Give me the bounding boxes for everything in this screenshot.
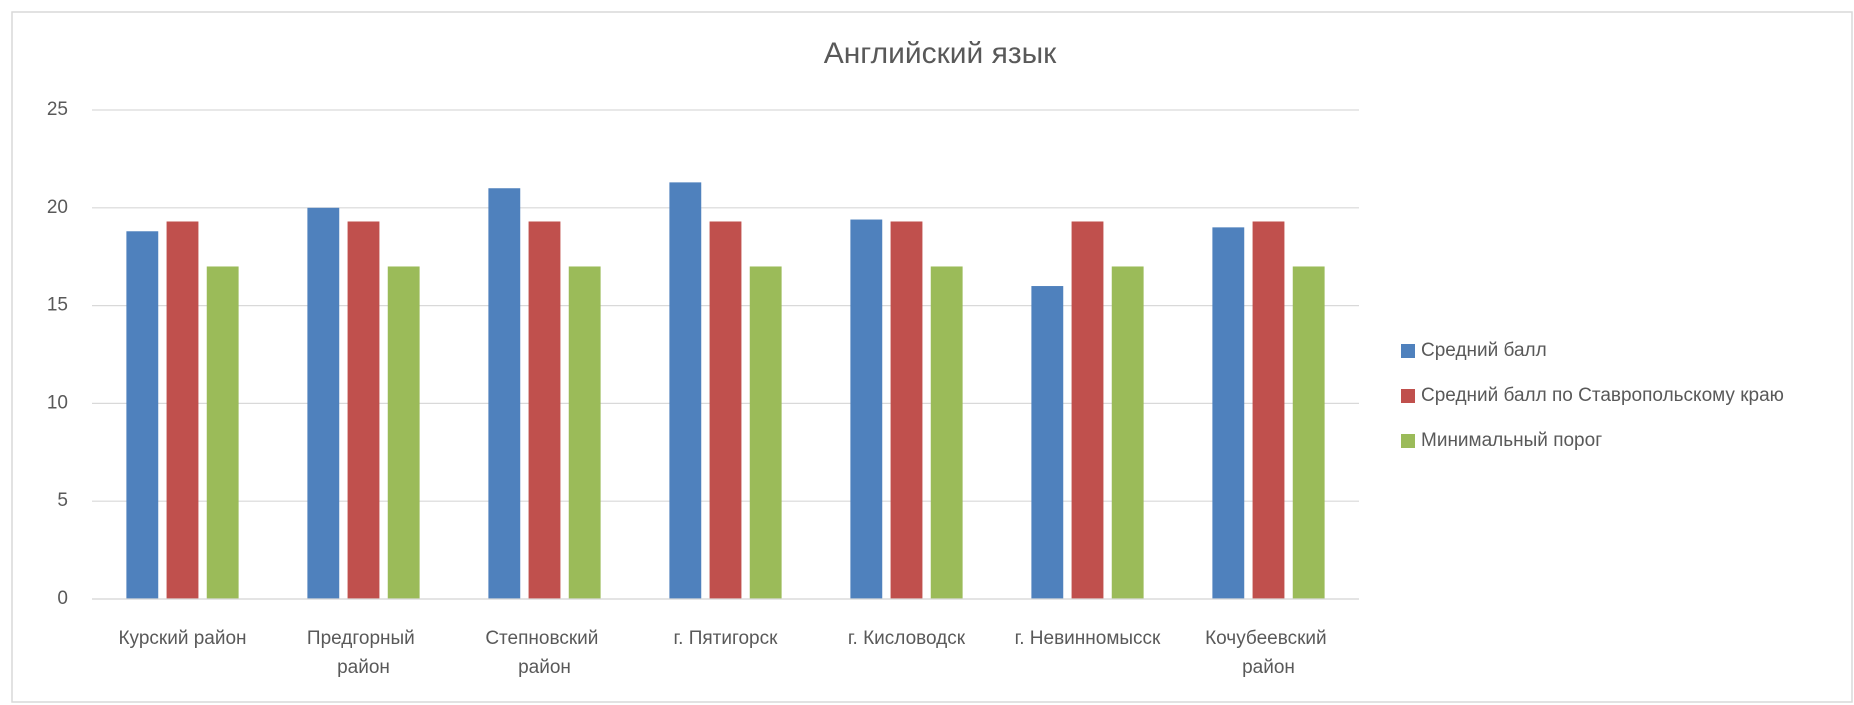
bar xyxy=(206,266,239,599)
legend-swatch xyxy=(1401,344,1415,358)
y-tick-label: 10 xyxy=(47,392,68,413)
y-tick-label: 25 xyxy=(47,99,68,120)
legend-label: Минимальный порог xyxy=(1421,430,1602,451)
bar xyxy=(930,266,963,599)
bar xyxy=(669,182,702,599)
bar xyxy=(1292,266,1325,599)
x-tick-label-line: Предгорный xyxy=(307,628,420,649)
x-tick-label: г. Кисловодск xyxy=(848,628,966,649)
x-tick-label-line: район xyxy=(518,657,571,678)
bar xyxy=(1212,227,1245,600)
bar xyxy=(850,219,883,599)
bar xyxy=(528,221,561,599)
y-tick-label: 15 xyxy=(47,295,68,316)
bar xyxy=(166,221,199,599)
bar xyxy=(1031,286,1064,599)
x-tick-label: Кочубеевский район xyxy=(1205,628,1332,678)
x-tick-label: Степновский район xyxy=(485,628,603,678)
x-tick-label: Курский район xyxy=(118,628,246,649)
bar xyxy=(890,221,923,599)
x-tick-label-line: район xyxy=(1242,657,1295,678)
bar xyxy=(387,266,420,599)
bar xyxy=(749,266,782,599)
x-tick-label-line: Кочубеевский xyxy=(1205,628,1332,649)
chart-title: Английский язык xyxy=(824,37,1057,70)
legend-label: Средний балл xyxy=(1421,340,1547,361)
y-tick-label: 0 xyxy=(57,588,68,609)
legend-swatch xyxy=(1401,434,1415,448)
y-tick-label: 20 xyxy=(47,197,68,218)
x-tick-label: Предгорный район xyxy=(307,628,420,678)
legend-swatch xyxy=(1401,389,1415,403)
legend-label: Средний балл по Ставропольскому краю xyxy=(1421,385,1784,406)
bar xyxy=(488,188,521,600)
x-tick-label: г. Невинномысск xyxy=(1015,628,1161,649)
bar xyxy=(1071,221,1104,599)
x-tick-label: г. Пятигорск xyxy=(674,628,779,649)
bar xyxy=(709,221,742,599)
x-tick-label-line: Степновский xyxy=(485,628,603,649)
bar xyxy=(347,221,380,599)
bar xyxy=(1252,221,1285,599)
bar xyxy=(307,207,340,600)
bar xyxy=(126,231,159,599)
bar xyxy=(568,266,601,599)
y-tick-label: 5 xyxy=(57,490,68,511)
x-tick-label-line: район xyxy=(337,657,390,678)
bar xyxy=(1111,266,1144,599)
